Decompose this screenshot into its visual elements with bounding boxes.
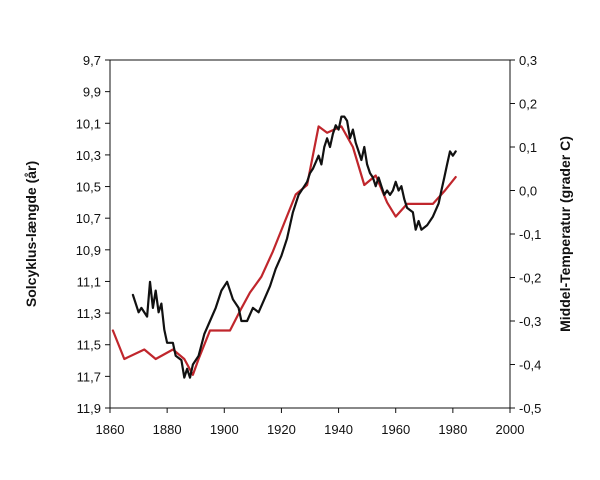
right-y-tick-label: -0,1 — [519, 227, 541, 242]
left-y-tick-label: 10,5 — [76, 180, 101, 195]
left-axis-title: Solcyklus-længde (år) — [23, 161, 39, 307]
left-y-tick-label: 11,7 — [77, 369, 101, 384]
x-tick-label: 1980 — [438, 422, 467, 437]
x-tick-label: 1960 — [381, 422, 410, 437]
x-tick-label: 1900 — [210, 422, 239, 437]
left-y-tick-label: 10,1 — [76, 116, 101, 131]
left-y-tick-label: 10,3 — [76, 148, 101, 163]
tick-labels: 1860 1880 1900 1920 1940 1960 1980 2000 9,7 9,9 10… — [76, 53, 542, 437]
right-y-tick-label: 0,2 — [519, 97, 537, 112]
x-tick-label: 1860 — [96, 422, 125, 437]
x-tick-label: 1880 — [153, 422, 182, 437]
mean-temperature-line — [131, 115, 457, 379]
left-y-tick-label: 10,7 — [76, 211, 101, 226]
x-tick-label: 2000 — [496, 422, 525, 437]
tick-marks — [105, 59, 515, 413]
x-tick-label: 1920 — [267, 422, 296, 437]
right-y-tick-label: -0,2 — [519, 271, 541, 286]
left-y-tick-label: 11,5 — [77, 338, 101, 353]
solar-cycle-length-line — [111, 125, 457, 376]
right-y-tick-label: -0,5 — [519, 401, 541, 416]
right-y-tick-label: -0,4 — [519, 358, 541, 373]
right-y-tick-label: 0,0 — [519, 184, 537, 199]
left-y-tick-label: 10,9 — [76, 243, 101, 258]
right-y-tick-label: -0,3 — [519, 314, 541, 329]
left-y-tick-label: 11,1 — [77, 274, 101, 289]
left-y-tick-label: 9,7 — [83, 53, 101, 68]
left-y-tick-label: 9,9 — [83, 85, 101, 100]
left-y-tick-label: 11,3 — [77, 306, 101, 321]
plot-frame — [109, 59, 511, 409]
x-tick-label: 1940 — [324, 422, 353, 437]
right-y-tick-label: 0,3 — [519, 53, 537, 68]
right-y-tick-label: 0,1 — [519, 140, 537, 155]
left-y-tick-label: 11,9 — [77, 401, 101, 416]
series-group — [111, 115, 457, 379]
right-axis-title: Middel-Temperatur (grader C) — [557, 136, 573, 332]
